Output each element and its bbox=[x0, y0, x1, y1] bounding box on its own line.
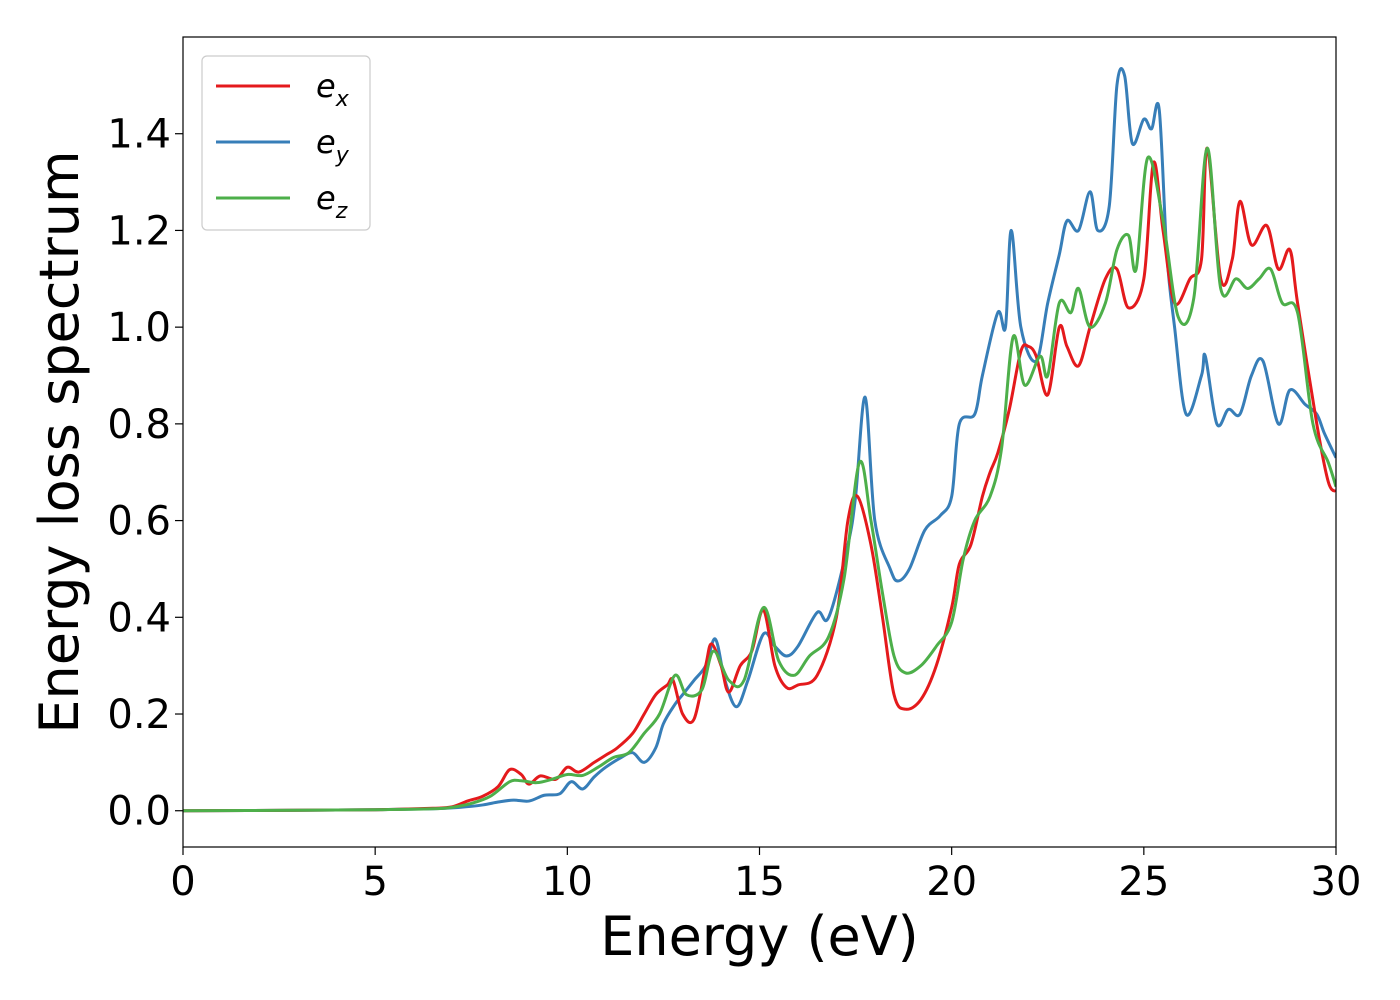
x-tick-label: 0 bbox=[170, 859, 195, 905]
legend-label-base: e bbox=[316, 67, 336, 105]
x-tick-label: 25 bbox=[1118, 859, 1169, 905]
legend-label-subscript: x bbox=[335, 87, 350, 112]
series-line-y bbox=[183, 67, 1336, 813]
y-tick-label: 1.2 bbox=[107, 208, 171, 254]
x-tick-label: 5 bbox=[362, 859, 387, 905]
y-tick-label: 1.4 bbox=[107, 112, 171, 158]
y-axis-title: Energy loss spectrum bbox=[28, 150, 91, 733]
legend-label-x: ex bbox=[316, 67, 350, 112]
y-tick-label: 0.0 bbox=[107, 789, 171, 835]
x-axis-ticks: 0 5 10 15 20 25 30 bbox=[170, 847, 1361, 905]
series-lines bbox=[183, 67, 1336, 813]
x-axis-title: Energy (eV) bbox=[600, 905, 919, 968]
x-tick-label: 15 bbox=[734, 859, 785, 905]
legend-label-z: ez bbox=[316, 179, 348, 224]
series-line-z bbox=[183, 146, 1336, 813]
series-line-x bbox=[183, 146, 1336, 813]
x-tick-label: 10 bbox=[542, 859, 593, 905]
legend-label-base: e bbox=[316, 179, 336, 217]
legend-label-base: e bbox=[316, 123, 336, 161]
y-tick-label: 0.6 bbox=[107, 499, 171, 545]
x-tick-label: 20 bbox=[926, 859, 977, 905]
y-tick-label: 0.2 bbox=[107, 692, 171, 738]
x-tick-label: 30 bbox=[1311, 859, 1362, 905]
legend-label-y: ey bbox=[316, 123, 350, 168]
y-tick-label: 0.4 bbox=[107, 595, 171, 641]
y-tick-label: 1.0 bbox=[107, 305, 171, 351]
y-tick-label: 0.8 bbox=[107, 402, 171, 448]
y-axis-ticks: 0.0 0.2 0.4 0.6 0.8 1.0 1.2 1.4 bbox=[107, 112, 183, 835]
legend-label-subscript: z bbox=[335, 199, 348, 224]
legend-label-subscript: y bbox=[335, 143, 350, 168]
